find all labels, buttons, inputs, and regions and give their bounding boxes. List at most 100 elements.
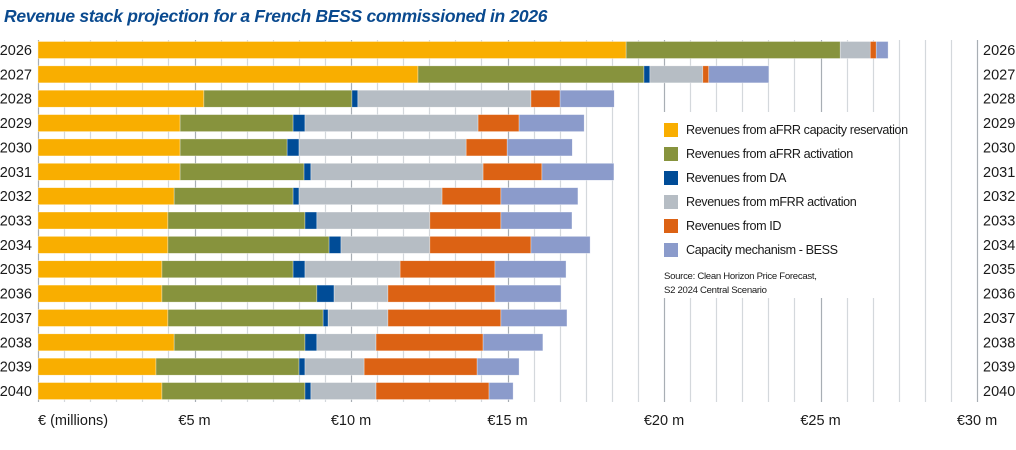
bar-segment: [399, 260, 496, 279]
bar-segment: [155, 357, 300, 376]
y-tick-label-right: 2032: [983, 189, 1015, 205]
bar-segment: [37, 114, 181, 132]
x-axis-labels: € (millions) €5 m €10 m €15 m €20 m €25 m €30…: [38, 413, 997, 429]
bar-segment: [530, 236, 591, 254]
bar-segment: [465, 138, 508, 157]
bar-row-2036: [37, 284, 562, 303]
y-tick-label: 2039: [0, 360, 32, 376]
y-axis-labels-left: 2026 2027 2028 2029 2030 2031 2032 2033 2034 2035…: [0, 43, 32, 400]
legend-swatch: [664, 195, 678, 209]
y-tick-label-right: 2036: [983, 287, 1015, 303]
bar-segment: [37, 260, 163, 279]
y-tick-label: 2040: [0, 384, 32, 400]
x-axis-title: € (millions): [38, 413, 108, 429]
y-tick-label: 2031: [0, 165, 32, 181]
bar-segment: [500, 211, 573, 230]
bar-row-2040: [37, 382, 514, 400]
legend-label: Revenues from mFRR activation: [686, 195, 857, 209]
y-tick-label: 2037: [0, 311, 32, 327]
bar-segment: [518, 114, 585, 132]
bar-segment: [375, 382, 490, 400]
legend-label: Revenues from DA: [686, 171, 786, 185]
x-tick-label: €5 m: [178, 413, 210, 429]
bar-segment: [37, 382, 163, 400]
bar-segment: [179, 138, 288, 157]
legend-item: Revenues from aFRR activation: [652, 142, 898, 166]
source-note: Source: Clean Horizon Price Forecast, S2…: [664, 270, 898, 298]
bar-segment: [161, 260, 294, 279]
bar-segment: [173, 187, 294, 205]
bar-row-2029: [37, 114, 585, 132]
legend-item: Revenues from aFRR capacity reservation: [652, 118, 908, 142]
bar-segment: [298, 138, 467, 157]
legend-label: Capacity mechanism - BESS: [686, 243, 838, 257]
bar-row-2037: [37, 309, 568, 327]
bar-segment: [643, 65, 651, 84]
bar-segment: [37, 65, 419, 84]
bar-segment: [37, 138, 181, 157]
bar-row-2032: [37, 187, 579, 205]
bar-segment: [179, 163, 305, 181]
bar-row-2033: [37, 211, 573, 230]
bar-segment: [37, 163, 181, 181]
legend-swatch: [664, 219, 678, 233]
bar-segment: [387, 309, 502, 327]
bar-segment: [310, 382, 377, 400]
bar-segment: [167, 309, 324, 327]
bar-segment: [303, 163, 312, 181]
y-tick-label-right: 2027: [983, 67, 1015, 83]
y-tick-label: 2027: [0, 67, 32, 83]
bar-segment: [37, 41, 627, 59]
x-tick-label: €15 m: [487, 413, 527, 429]
legend: Revenues from aFRR capacity reservation …: [652, 112, 908, 298]
bars: [37, 41, 889, 400]
bar-row-2026: [37, 41, 889, 59]
bar-segment: [322, 309, 329, 327]
y-tick-label: 2029: [0, 116, 32, 132]
y-tick-label-right: 2026: [983, 43, 1015, 59]
y-axis-labels-right: 2026 2027 2028 2029 2030 2031 2032 2033 2034 2035…: [983, 43, 1015, 400]
chart-title: Revenue stack projection for a French BE…: [4, 6, 548, 26]
y-tick-label: 2033: [0, 214, 32, 230]
bar-segment: [173, 333, 306, 352]
bar-segment: [494, 284, 562, 303]
y-tick-label-right: 2035: [983, 262, 1015, 278]
bar-segment: [500, 309, 568, 327]
x-tick-label: €20 m: [644, 413, 684, 429]
y-tick-label-right: 2029: [983, 116, 1015, 132]
bar-segment: [477, 114, 520, 132]
bar-segment: [37, 187, 175, 205]
bar-segment: [292, 187, 300, 205]
bar-segment: [875, 41, 889, 59]
legend-item: Revenues from ID: [652, 214, 898, 238]
bar-segment: [708, 65, 770, 84]
bar-segment: [37, 211, 169, 230]
bar-segment: [333, 284, 389, 303]
legend-item: Revenues from DA: [652, 166, 898, 190]
bar-segment: [351, 89, 359, 108]
bar-segment: [161, 284, 318, 303]
bar-segment: [37, 236, 169, 254]
y-tick-label-right: 2031: [983, 165, 1015, 181]
bar-segment: [286, 138, 300, 157]
y-tick-label: 2028: [0, 92, 32, 108]
legend-item: Revenues from mFRR activation: [652, 190, 898, 214]
bar-row-2027: [37, 65, 770, 84]
x-tick-label: €25 m: [800, 413, 840, 429]
bar-row-2038: [37, 333, 544, 352]
bar-segment: [340, 236, 431, 254]
bar-segment: [167, 236, 330, 254]
bar-segment: [179, 114, 294, 132]
y-tick-label: 2034: [0, 238, 32, 254]
bar-segment: [494, 260, 567, 279]
y-tick-label-right: 2038: [983, 335, 1015, 351]
bar-segment: [304, 357, 365, 376]
bar-segment: [328, 236, 342, 254]
bar-segment: [363, 357, 478, 376]
source-line-2: S2 2024 Central Scenario: [664, 285, 767, 296]
source-line-1: Source: Clean Horizon Price Forecast,: [664, 271, 817, 282]
bar-segment: [625, 41, 841, 59]
bar-segment: [375, 333, 484, 352]
legend-swatch: [664, 171, 678, 185]
